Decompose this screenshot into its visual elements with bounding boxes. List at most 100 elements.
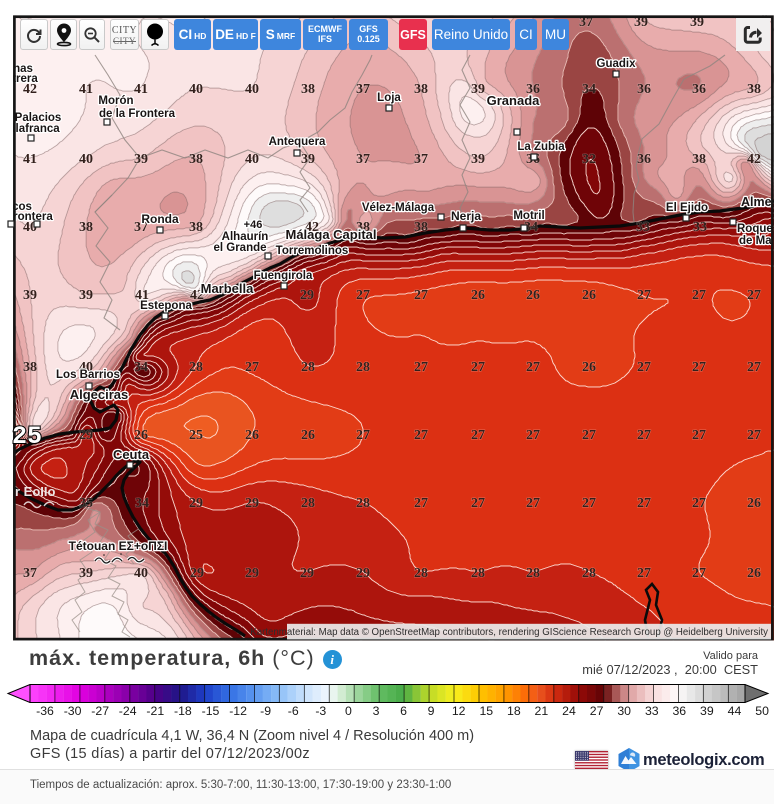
svg-text:Ronda: Ronda (141, 212, 179, 226)
svg-text:28: 28 (189, 360, 203, 375)
svg-text:27: 27 (582, 428, 596, 443)
svg-text:40: 40 (79, 152, 93, 167)
svg-text:Tétouan ΕΣ+οΠΣΙ: Tétouan ΕΣ+οΠΣΙ (69, 539, 168, 553)
svg-text:38: 38 (189, 220, 203, 235)
svg-text:Alhaurín: Alhaurín (222, 231, 269, 243)
svg-text:42: 42 (305, 220, 319, 235)
svg-text:27: 27 (692, 428, 706, 443)
svg-text:40: 40 (189, 82, 203, 97)
svg-text:28: 28 (356, 360, 370, 375)
svg-text:27: 27 (471, 428, 485, 443)
svg-text:Marbella: Marbella (201, 281, 255, 296)
svg-text:29: 29 (356, 566, 370, 581)
svg-text:27: 27 (526, 496, 540, 511)
svg-text:29: 29 (300, 288, 314, 303)
svg-text:29: 29 (245, 496, 259, 511)
svg-text:27: 27 (692, 496, 706, 511)
svg-text:r ΕοΙΙο: r ΕοΙΙο (15, 484, 56, 499)
svg-text:34: 34 (134, 360, 148, 375)
svg-text:Los Barrios: Los Barrios (56, 369, 120, 381)
svg-text:28: 28 (414, 566, 428, 581)
svg-text:Granada: Granada (487, 93, 541, 108)
svg-text:38: 38 (692, 152, 706, 167)
svg-text:37: 37 (579, 15, 593, 30)
svg-text:39: 39 (471, 82, 485, 97)
svg-text:42: 42 (747, 152, 761, 167)
svg-text:Guadix: Guadix (597, 58, 637, 70)
svg-text:38: 38 (189, 152, 203, 167)
svg-text:29: 29 (79, 428, 93, 443)
svg-text:38: 38 (414, 220, 428, 235)
svg-text:27: 27 (245, 360, 259, 375)
svg-text:26: 26 (582, 288, 596, 303)
svg-text:Kartenmaterial: Map data © Ope: Kartenmaterial: Map data © OpenStreetMap… (250, 627, 768, 638)
svg-text:40: 40 (245, 152, 259, 167)
svg-text:27: 27 (414, 496, 428, 511)
svg-text:La Zubia: La Zubia (517, 141, 565, 153)
svg-text:39: 39 (134, 152, 148, 167)
svg-text:35: 35 (79, 496, 93, 511)
svg-text:25: 25 (189, 428, 203, 443)
svg-text:frontera: frontera (9, 211, 53, 223)
svg-text:Roque: Roque (737, 223, 773, 235)
svg-text:37: 37 (134, 220, 148, 235)
svg-text:27: 27 (637, 288, 651, 303)
svg-text:37: 37 (356, 152, 370, 167)
svg-text:36: 36 (637, 152, 651, 167)
svg-text:29: 29 (245, 566, 259, 581)
svg-text:27: 27 (356, 288, 370, 303)
svg-text:27: 27 (582, 496, 596, 511)
svg-text:28: 28 (301, 496, 315, 511)
svg-text:Alme: Alme (741, 195, 772, 209)
svg-text:Ceuta: Ceuta (113, 447, 150, 462)
svg-text:39: 39 (690, 15, 704, 30)
svg-text:27: 27 (526, 428, 540, 443)
svg-text:41: 41 (134, 82, 148, 97)
svg-text:27: 27 (414, 360, 428, 375)
svg-text:Málaga Capital: Málaga Capital (285, 227, 376, 242)
svg-text:37: 37 (356, 82, 370, 97)
svg-text:Palacios: Palacios (15, 112, 62, 124)
svg-text:29: 29 (189, 496, 203, 511)
svg-text:+46: +46 (244, 219, 263, 231)
svg-text:39: 39 (79, 566, 93, 581)
svg-text:El Ejido: El Ejido (666, 202, 708, 214)
svg-text:27: 27 (471, 360, 485, 375)
svg-text:27: 27 (526, 360, 540, 375)
svg-text:38: 38 (747, 82, 761, 97)
svg-text:Antequera: Antequera (269, 136, 326, 148)
svg-text:27: 27 (747, 288, 761, 303)
svg-text:26: 26 (747, 566, 761, 581)
svg-text:Nerja: Nerja (451, 209, 481, 223)
svg-text:de la Frontera: de la Frontera (99, 108, 176, 120)
svg-text:27: 27 (692, 288, 706, 303)
svg-text:26: 26 (526, 288, 540, 303)
svg-text:27: 27 (747, 428, 761, 443)
svg-text:37: 37 (414, 152, 428, 167)
svg-text:27: 27 (414, 288, 428, 303)
svg-text:28: 28 (471, 566, 485, 581)
svg-text:nas: nas (13, 63, 33, 75)
svg-text:34: 34 (135, 496, 149, 511)
svg-text:26: 26 (471, 288, 485, 303)
svg-text:39: 39 (471, 152, 485, 167)
svg-text:38: 38 (414, 82, 428, 97)
svg-text:36: 36 (526, 82, 540, 97)
svg-text:41: 41 (79, 82, 93, 97)
svg-text:27: 27 (692, 566, 706, 581)
svg-text:27: 27 (747, 360, 761, 375)
svg-text:42: 42 (190, 288, 204, 303)
svg-text:26: 26 (582, 360, 596, 375)
svg-text:40: 40 (134, 566, 148, 581)
svg-text:27: 27 (414, 428, 428, 443)
svg-text:27: 27 (637, 360, 651, 375)
svg-text:de Ma: de Ma (739, 235, 772, 247)
svg-text:28: 28 (356, 496, 370, 511)
svg-text:40: 40 (245, 82, 259, 97)
svg-text:38: 38 (79, 220, 93, 235)
svg-text:29: 29 (300, 566, 314, 581)
svg-text:36: 36 (637, 82, 651, 97)
svg-text:36: 36 (692, 82, 706, 97)
svg-text:26: 26 (245, 428, 259, 443)
svg-text:26: 26 (134, 428, 148, 443)
